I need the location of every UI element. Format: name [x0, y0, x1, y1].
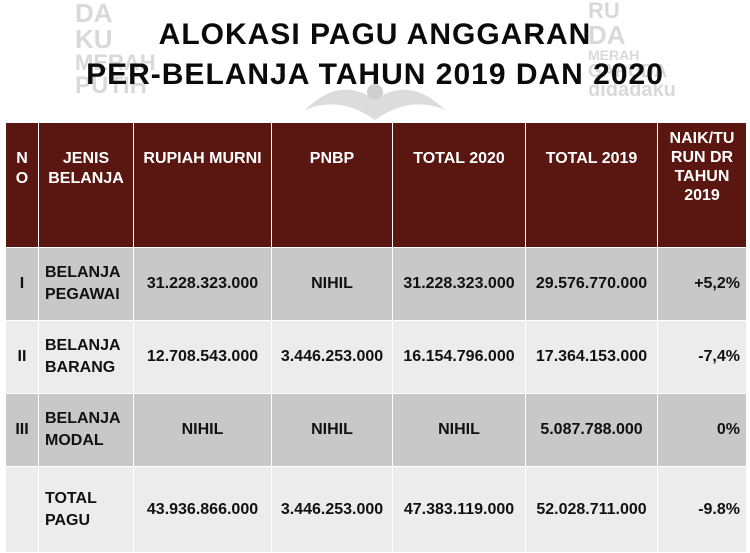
- header-rupiah-murni: RUPIAH MURNI: [133, 122, 272, 248]
- header-total-2019: TOTAL 2019: [525, 122, 658, 248]
- cell-pnbp: 3.446.253.000: [271, 320, 393, 394]
- cell-total-2019: 52.028.711.000: [525, 466, 658, 553]
- watermark-left-line: MERAH: [75, 50, 156, 75]
- page-title-line1: ALOKASI PAGU ANGGARAN: [158, 18, 592, 51]
- cell-naik-turun: -9.8%: [657, 466, 747, 553]
- header-pnbp: PNBP: [271, 122, 393, 248]
- cell-total-2020: 47.383.119.000: [392, 466, 526, 553]
- cell-total-2019: 17.364.153.000: [525, 320, 658, 394]
- cell-rupiah-murni: 12.708.543.000: [133, 320, 272, 394]
- cell-no: I: [5, 247, 39, 321]
- cell-total-2019: 29.576.770.000: [525, 247, 658, 321]
- cell-naik-turun: -7,4%: [657, 320, 747, 394]
- cell-total-2020: 31.228.323.000: [392, 247, 526, 321]
- cell-pnbp: NIHIL: [271, 393, 393, 467]
- watermark-left-line: KU: [75, 24, 113, 54]
- table-row: III BELANJA MODAL NIHIL NIHIL NIHIL 5.08…: [5, 393, 747, 467]
- watermark-right-line: GARUDA: [588, 61, 667, 81]
- header-total-2020: TOTAL 2020: [392, 122, 526, 248]
- cell-jenis: TOTAL PAGU: [38, 466, 134, 553]
- table-row: I BELANJA PEGAWAI 31.228.323.000 NIHIL 3…: [5, 247, 747, 321]
- cell-no: III: [5, 393, 39, 467]
- watermark-right: RU DA MERAH GARUDA didadaku: [588, 0, 676, 100]
- budget-table-container: N O JENIS BELANJA RUPIAH MURNI PNBP TOTA…: [5, 122, 747, 553]
- table-row: II BELANJA BARANG 12.708.543.000 3.446.2…: [5, 320, 747, 394]
- watermark-right-line: MERAH: [588, 47, 640, 63]
- cell-no: [5, 466, 39, 553]
- header-naik-turun: NAIK/TU RUN DR TAHUN 2019: [657, 122, 747, 248]
- cell-jenis: BELANJA BARANG: [38, 320, 134, 394]
- watermark-left-line: DA: [75, 0, 113, 28]
- header-no: N O: [5, 122, 39, 248]
- watermark-right-line: RU: [588, 0, 620, 23]
- watermark-left-line: PUTIH: [75, 72, 147, 99]
- cell-pnbp: NIHIL: [271, 247, 393, 321]
- cell-naik-turun: 0%: [657, 393, 747, 467]
- cell-total-2020: NIHIL: [392, 393, 526, 467]
- garuda-watermark-icon: [305, 84, 445, 120]
- cell-total-2019: 5.087.788.000: [525, 393, 658, 467]
- budget-table: N O JENIS BELANJA RUPIAH MURNI PNBP TOTA…: [5, 122, 747, 553]
- header-jenis-belanja: JENIS BELANJA: [38, 122, 134, 248]
- cell-jenis: BELANJA MODAL: [38, 393, 134, 467]
- cell-naik-turun: +5,2%: [657, 247, 747, 321]
- watermark-right-line: DA: [588, 20, 626, 50]
- watermark-right-line: didadaku: [588, 79, 676, 101]
- cell-no: II: [5, 320, 39, 394]
- page-title-line2: PER-BELANJA TAHUN 2019 DAN 2020: [86, 58, 664, 91]
- cell-jenis: BELANJA PEGAWAI: [38, 247, 134, 321]
- cell-rupiah-murni: 31.228.323.000: [133, 247, 272, 321]
- cell-rupiah-murni: 43.936.866.000: [133, 466, 272, 553]
- cell-total-2020: 16.154.796.000: [392, 320, 526, 394]
- cell-pnbp: 3.446.253.000: [271, 466, 393, 553]
- watermark-left: DA KU MERAH PUTIH: [75, 0, 156, 98]
- table-row-total: TOTAL PAGU 43.936.866.000 3.446.253.000 …: [5, 466, 747, 553]
- cell-rupiah-murni: NIHIL: [133, 393, 272, 467]
- table-header-row: N O JENIS BELANJA RUPIAH MURNI PNBP TOTA…: [5, 122, 747, 248]
